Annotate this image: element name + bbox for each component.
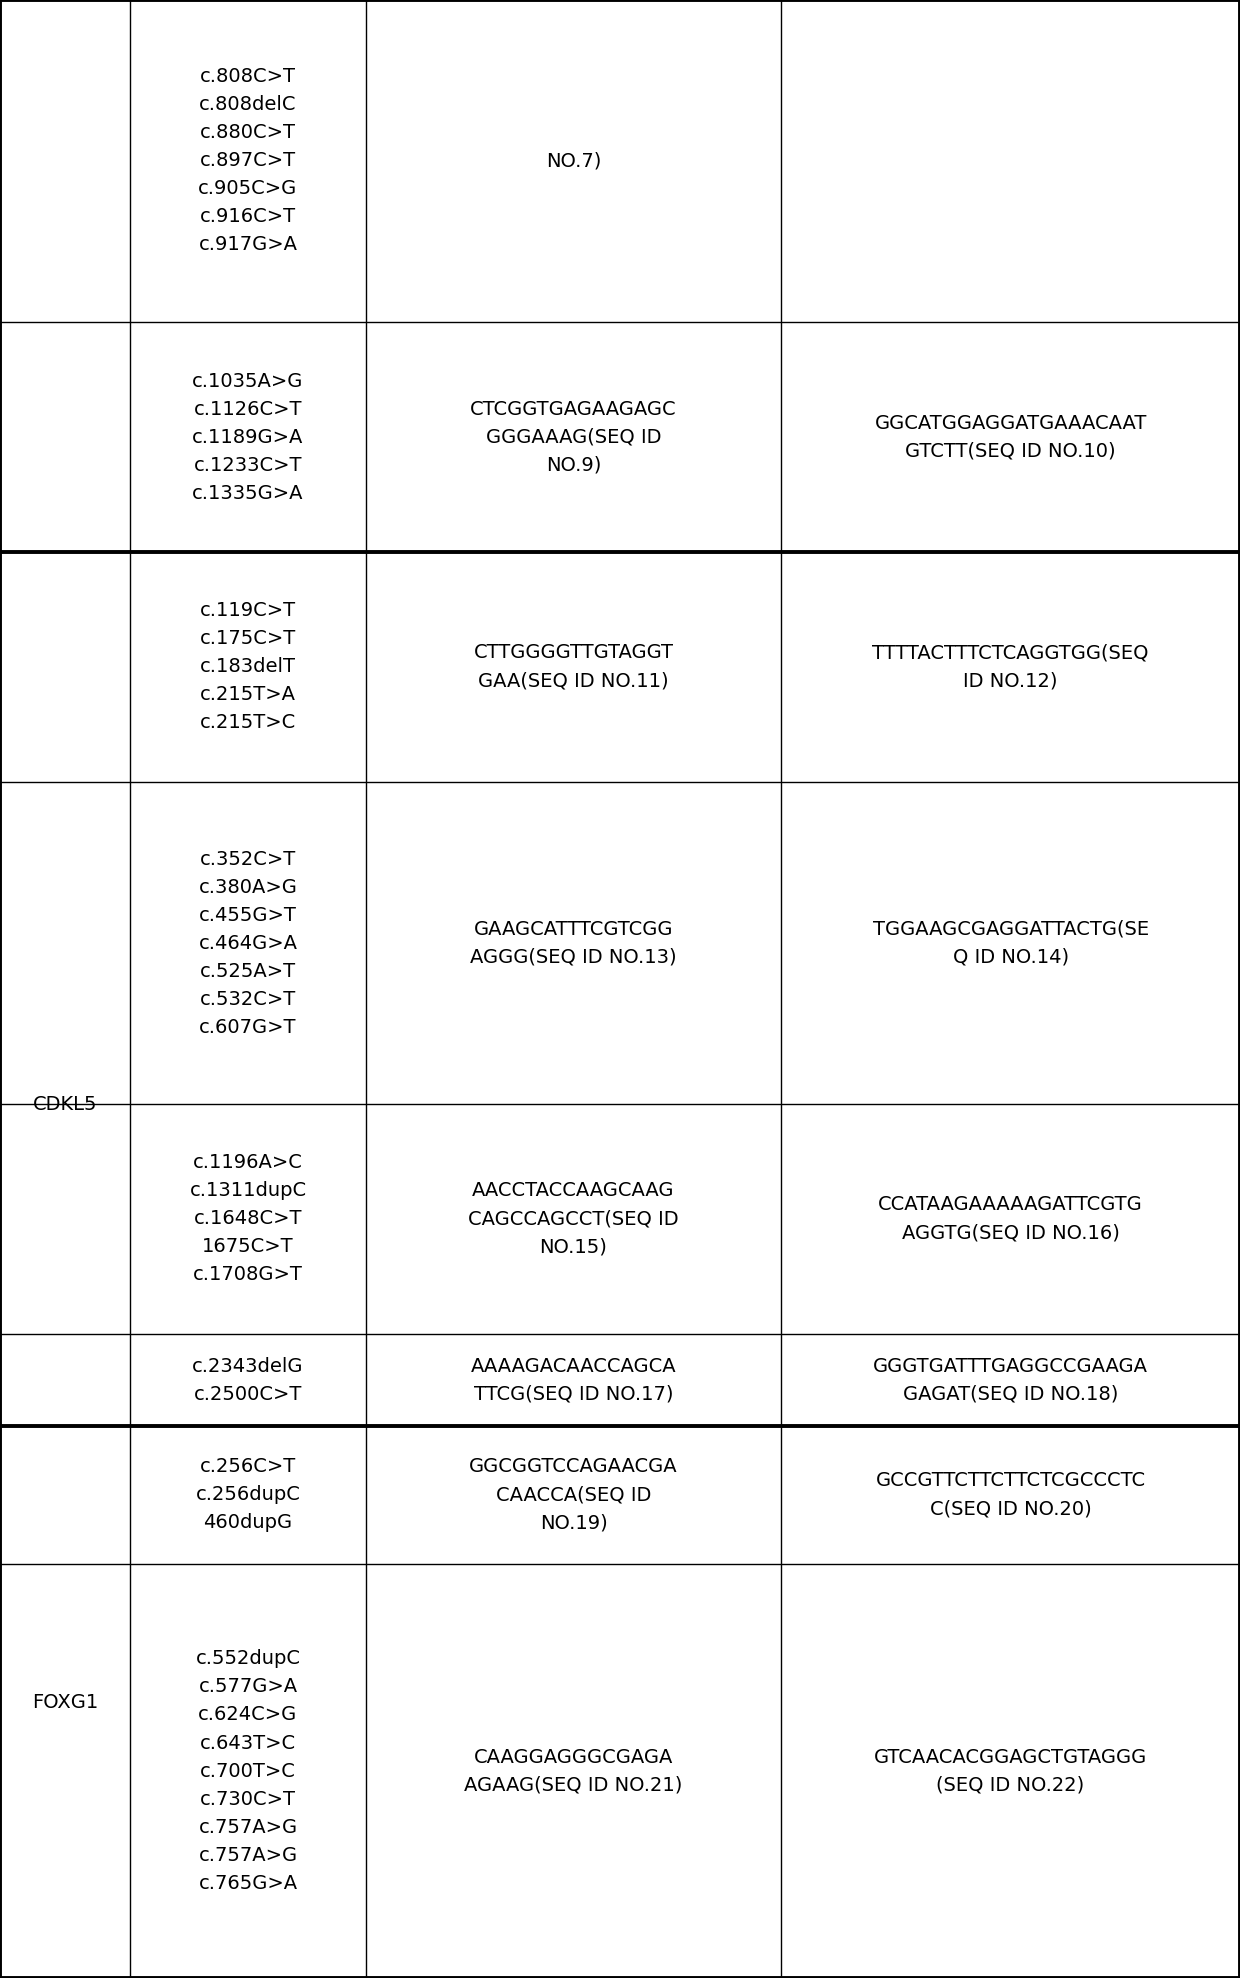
- Text: TTTTACTTTCTCAGGTGG(SEQ
ID NO.12): TTTTACTTTCTCAGGTGG(SEQ ID NO.12): [873, 643, 1148, 690]
- Text: GGGTGATTTGAGGCCGAAGA
GAGAT(SEQ ID NO.18): GGGTGATTTGAGGCCGAAGA GAGAT(SEQ ID NO.18): [873, 1357, 1148, 1404]
- Text: c.808C>T
c.808delC
c.880C>T
c.897C>T
c.905C>G
c.916C>T
c.917G>A: c.808C>T c.808delC c.880C>T c.897C>T c.9…: [198, 67, 298, 255]
- Text: CCATAAGAAAAAGATTCGTG
AGGTG(SEQ ID NO.16): CCATAAGAAAAAGATTCGTG AGGTG(SEQ ID NO.16): [878, 1195, 1143, 1242]
- Text: GAAGCATTTCGTCGG
AGGG(SEQ ID NO.13): GAAGCATTTCGTCGG AGGG(SEQ ID NO.13): [470, 920, 677, 967]
- Text: CAAGGAGGGCGAGA
AGAAG(SEQ ID NO.21): CAAGGAGGGCGAGA AGAAG(SEQ ID NO.21): [464, 1747, 683, 1794]
- Text: CTCGGTGAGAAGAGC
GGGAAAG(SEQ ID
NO.9): CTCGGTGAGAAGAGC GGGAAAG(SEQ ID NO.9): [470, 400, 677, 475]
- Text: AAAAGACAACCAGCA
TTCG(SEQ ID NO.17): AAAAGACAACCAGCA TTCG(SEQ ID NO.17): [471, 1357, 676, 1404]
- Text: CDKL5: CDKL5: [32, 1094, 98, 1114]
- Text: AACCTACCAAGCAAG
CAGCCAGCCT(SEQ ID
NO.15): AACCTACCAAGCAAG CAGCCAGCCT(SEQ ID NO.15): [469, 1181, 678, 1256]
- Text: GCCGTTCTTCTTCTCGCCCTC
C(SEQ ID NO.20): GCCGTTCTTCTTCTCGCCCTC C(SEQ ID NO.20): [875, 1472, 1146, 1519]
- Text: c.552dupC
c.577G>A
c.624C>G
c.643T>C
c.700T>C
c.730C>T
c.757A>G
c.757A>G
c.765G>: c.552dupC c.577G>A c.624C>G c.643T>C c.7…: [196, 1650, 300, 1893]
- Text: GGCATGGAGGATGAAACAAT
GTCTT(SEQ ID NO.10): GGCATGGAGGATGAAACAAT GTCTT(SEQ ID NO.10): [874, 413, 1147, 461]
- Text: c.256C>T
c.256dupC
460dupG: c.256C>T c.256dupC 460dupG: [196, 1458, 300, 1533]
- Text: c.352C>T
c.380A>G
c.455G>T
c.464G>A
c.525A>T
c.532C>T
c.607G>T: c.352C>T c.380A>G c.455G>T c.464G>A c.52…: [198, 849, 298, 1036]
- Text: CTTGGGGTTGTAGGT
GAA(SEQ ID NO.11): CTTGGGGTTGTAGGT GAA(SEQ ID NO.11): [474, 643, 673, 690]
- Text: GGCGGTCCAGAACGA
CAACCA(SEQ ID
NO.19): GGCGGTCCAGAACGA CAACCA(SEQ ID NO.19): [469, 1458, 678, 1533]
- Text: c.119C>T
c.175C>T
c.183delT
c.215T>A
c.215T>C: c.119C>T c.175C>T c.183delT c.215T>A c.2…: [200, 601, 296, 732]
- Text: FOXG1: FOXG1: [32, 1693, 98, 1711]
- Text: c.2343delG
c.2500C>T: c.2343delG c.2500C>T: [192, 1357, 304, 1404]
- Text: NO.7): NO.7): [546, 152, 601, 170]
- Text: c.1035A>G
c.1126C>T
c.1189G>A
c.1233C>T
c.1335G>A: c.1035A>G c.1126C>T c.1189G>A c.1233C>T …: [192, 372, 304, 502]
- Text: TGGAAGCGAGGATTACTG(SE
Q ID NO.14): TGGAAGCGAGGATTACTG(SE Q ID NO.14): [873, 920, 1148, 967]
- Text: GTCAACACGGAGCTGTAGGG
(SEQ ID NO.22): GTCAACACGGAGCTGTAGGG (SEQ ID NO.22): [874, 1747, 1147, 1794]
- Text: c.1196A>C
c.1311dupC
c.1648C>T
1675C>T
c.1708G>T: c.1196A>C c.1311dupC c.1648C>T 1675C>T c…: [190, 1153, 306, 1284]
